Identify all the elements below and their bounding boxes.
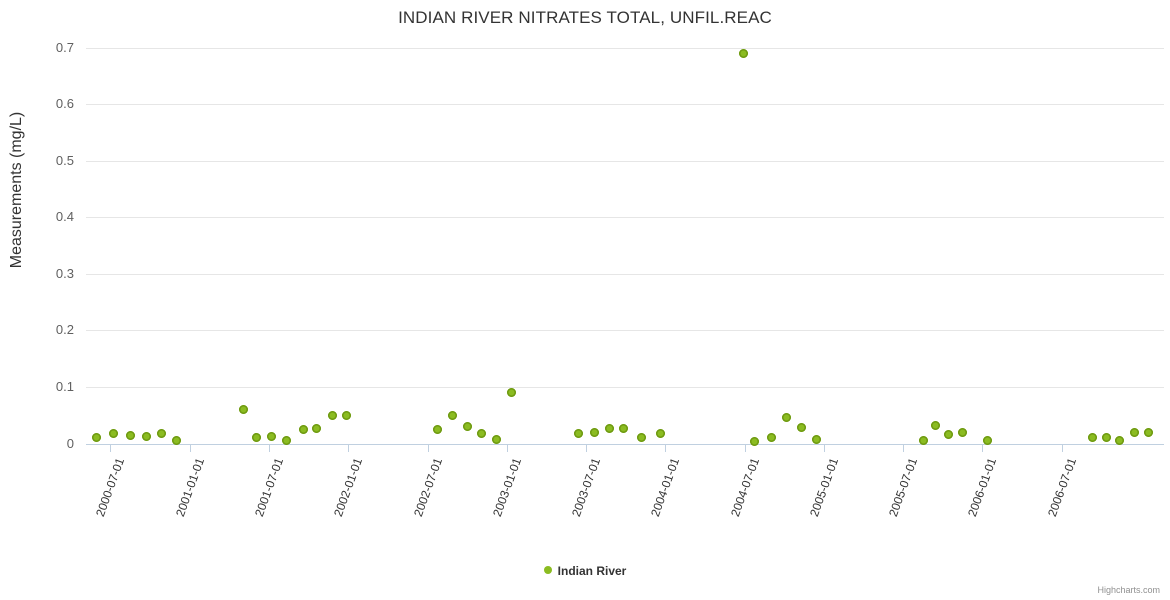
- x-axis-tick: [824, 444, 825, 452]
- x-axis-tick-label: 2006-01-01: [965, 456, 1000, 519]
- x-axis-tick: [1062, 444, 1063, 452]
- x-axis-tick: [190, 444, 191, 452]
- data-point[interactable]: [462, 422, 472, 432]
- x-axis-tick: [665, 444, 666, 452]
- data-point[interactable]: [1087, 433, 1097, 443]
- gridline: [86, 160, 1164, 162]
- x-axis-tick: [586, 444, 587, 452]
- data-point[interactable]: [1114, 436, 1124, 446]
- data-point[interactable]: [618, 423, 628, 433]
- data-point[interactable]: [125, 430, 135, 440]
- y-axis-tick-label: 0.7: [55, 39, 74, 55]
- data-point[interactable]: [766, 432, 776, 442]
- data-point[interactable]: [957, 427, 967, 437]
- data-point[interactable]: [796, 422, 806, 432]
- data-point[interactable]: [141, 432, 151, 442]
- credits-label[interactable]: Highcharts.com: [1097, 585, 1160, 595]
- data-point[interactable]: [432, 424, 442, 434]
- x-axis-tick-label: 2002-07-01: [411, 456, 446, 519]
- gridline: [86, 330, 1164, 332]
- x-axis-tick-label: 2003-07-01: [569, 456, 604, 519]
- data-point[interactable]: [1129, 427, 1139, 437]
- x-axis-tick: [982, 444, 983, 452]
- data-point[interactable]: [298, 424, 308, 434]
- data-point[interactable]: [171, 435, 181, 445]
- legend-marker-icon: [543, 565, 552, 574]
- data-point[interactable]: [655, 429, 665, 439]
- y-axis-tick-label: 0.4: [55, 209, 74, 225]
- data-point[interactable]: [476, 428, 486, 438]
- data-point[interactable]: [943, 429, 953, 439]
- x-axis-tick: [903, 444, 904, 452]
- data-point[interactable]: [573, 429, 583, 439]
- x-axis-tick-label: 2002-01-01: [331, 456, 366, 519]
- data-point[interactable]: [238, 405, 248, 415]
- gridline: [86, 273, 1164, 275]
- data-point[interactable]: [738, 48, 748, 58]
- y-axis-title: Measurements (mg/L): [8, 111, 25, 269]
- data-point[interactable]: [108, 429, 118, 439]
- data-point[interactable]: [266, 432, 276, 442]
- data-point[interactable]: [281, 436, 291, 446]
- data-point[interactable]: [447, 410, 457, 420]
- x-axis-tick-label: 2001-07-01: [252, 456, 287, 519]
- x-axis-tick-label: 2003-01-01: [490, 456, 525, 519]
- y-axis-tick-label: 0.3: [55, 265, 74, 281]
- x-axis-tick: [745, 444, 746, 452]
- legend-item-label: Indian River: [557, 563, 627, 578]
- data-point[interactable]: [91, 433, 101, 443]
- x-axis-tick-label: 2005-01-01: [807, 456, 842, 519]
- x-axis-tick: [507, 444, 508, 452]
- data-point[interactable]: [781, 412, 791, 422]
- gridline: [86, 443, 1164, 445]
- data-point[interactable]: [918, 436, 928, 446]
- x-axis-tick-label: 2005-07-01: [886, 456, 921, 519]
- y-axis-tick-label: 0.2: [55, 322, 74, 338]
- gridline: [86, 104, 1164, 106]
- data-point[interactable]: [327, 411, 337, 421]
- y-axis-tick-label: 0.1: [55, 378, 74, 394]
- data-point[interactable]: [589, 428, 599, 438]
- data-point[interactable]: [1143, 427, 1153, 437]
- chart-title: INDIAN RIVER NITRATES TOTAL, UNFIL.REAC: [398, 8, 772, 27]
- data-point[interactable]: [341, 411, 351, 421]
- data-point[interactable]: [251, 433, 261, 443]
- y-axis-tick-label: 0.5: [55, 152, 74, 168]
- x-axis-tick: [348, 444, 349, 452]
- y-axis-tick-label: 0.6: [55, 96, 74, 112]
- gridline: [86, 47, 1164, 49]
- data-point[interactable]: [636, 433, 646, 443]
- data-point[interactable]: [311, 423, 321, 433]
- data-point[interactable]: [749, 436, 759, 446]
- x-axis-tick-label: 2004-01-01: [648, 456, 683, 519]
- data-point[interactable]: [930, 420, 940, 430]
- data-point[interactable]: [811, 435, 821, 445]
- gridline: [86, 217, 1164, 219]
- data-point[interactable]: [156, 429, 166, 439]
- data-point[interactable]: [1101, 433, 1111, 443]
- plot-area: [86, 44, 1164, 446]
- data-point[interactable]: [491, 435, 501, 445]
- x-axis-tick: [110, 444, 111, 452]
- gridline: [86, 386, 1164, 388]
- data-point[interactable]: [982, 436, 992, 446]
- data-point[interactable]: [506, 387, 516, 397]
- data-point[interactable]: [604, 423, 614, 433]
- x-axis-tick-label: 2006-07-01: [1045, 456, 1080, 519]
- y-axis-tick-label: 0: [66, 435, 74, 451]
- x-axis-tick: [428, 444, 429, 452]
- x-axis-tick-label: 2001-01-01: [173, 456, 208, 519]
- x-axis-tick-label: 2000-07-01: [93, 456, 128, 519]
- legend-item-0[interactable]: Indian River: [543, 563, 627, 578]
- x-axis-tick: [269, 444, 270, 452]
- x-axis-tick-label: 2004-07-01: [728, 456, 763, 519]
- chart-legend: Indian River: [0, 563, 1170, 578]
